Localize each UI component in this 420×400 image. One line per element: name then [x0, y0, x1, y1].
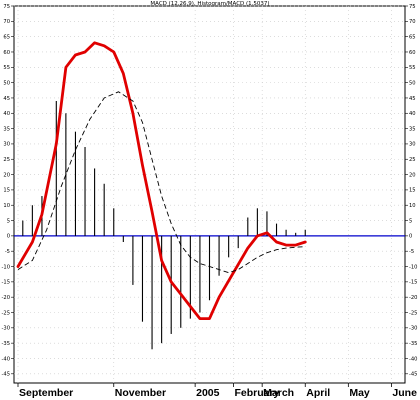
y-tick-label-right: 20 [409, 172, 416, 178]
y-tick-label-left: 35 [3, 126, 10, 132]
y-tick-label-left: 15 [3, 188, 10, 194]
y-tick-label-right: -35 [409, 341, 417, 347]
y-tick-label-left: -40 [2, 356, 10, 362]
y-tick-label-left: 70 [3, 19, 10, 25]
y-tick-label-right: -5 [409, 249, 414, 255]
signal-line [17, 91, 306, 274]
y-tick-label-left: 45 [3, 96, 10, 102]
y-tick-label-right: -40 [409, 356, 417, 362]
y-tick-label-right: 75 [409, 4, 416, 10]
y-tick-label-left: 55 [3, 65, 10, 71]
x-tick-label: November [115, 387, 166, 399]
y-tick-label-right: -15 [409, 280, 417, 286]
y-tick-label-right: -25 [409, 310, 417, 316]
y-tick-label-left: -30 [2, 326, 10, 332]
y-tick-label-left: 0 [7, 234, 10, 240]
x-tick-label: September [19, 387, 73, 399]
y-tick-label-left: -25 [2, 310, 10, 316]
y-tick-label-right: 60 [409, 50, 416, 56]
y-tick-label-right: 50 [409, 80, 416, 86]
y-tick-label-left: 5 [7, 218, 10, 224]
y-tick-label-right: 5 [409, 218, 412, 224]
y-tick-label-left: 60 [3, 50, 10, 56]
y-tick-label-right: 30 [409, 142, 416, 148]
y-tick-label-right: 25 [409, 157, 416, 163]
x-tick-label: February [234, 387, 279, 399]
y-tick-label-right: 65 [409, 34, 416, 40]
y-tick-label-right: 55 [409, 65, 416, 71]
y-tick-label-right: -45 [409, 372, 417, 378]
x-tick-label: March [263, 387, 294, 399]
y-tick-label-left: -45 [2, 372, 10, 378]
chart-title: MACD (12,26,9), Histogram/MACD (1.5037) [150, 1, 270, 7]
x-tick-label: May [349, 387, 370, 399]
x-tick-label: 2005 [196, 387, 220, 399]
y-tick-label-right: 70 [409, 19, 416, 25]
y-tick-label-left: -5 [5, 249, 10, 255]
y-tick-label-right: 15 [409, 188, 416, 194]
y-tick-label-left: -20 [2, 295, 10, 301]
y-tick-label-left: -15 [2, 280, 10, 286]
y-tick-label-right: 10 [409, 203, 416, 209]
y-tick-label-left: 10 [3, 203, 10, 209]
y-tick-label-right: -10 [409, 264, 417, 270]
x-tick-label: April [306, 387, 330, 399]
y-tick-label-left: 75 [3, 4, 10, 10]
macd-line [16, 41, 307, 320]
y-tick-label-left: 50 [3, 80, 10, 86]
y-tick-label-left: -35 [2, 341, 10, 347]
y-tick-label-left: 40 [3, 111, 10, 117]
y-tick-label-left: 30 [3, 142, 10, 148]
y-tick-label-right: 35 [409, 126, 416, 132]
y-tick-label-left: 20 [3, 172, 10, 178]
y-tick-label-left: -10 [2, 264, 10, 270]
y-tick-label-left: 25 [3, 157, 10, 163]
y-tick-label-right: -20 [409, 295, 417, 301]
y-tick-label-right: 40 [409, 111, 416, 117]
x-tick-label: June [392, 387, 417, 399]
plot-frame [13, 5, 406, 384]
y-tick-label-right: 0 [409, 234, 412, 240]
y-tick-label-right: 45 [409, 96, 416, 102]
y-tick-label-right: -30 [409, 326, 417, 332]
y-tick-label-left: 65 [3, 34, 10, 40]
